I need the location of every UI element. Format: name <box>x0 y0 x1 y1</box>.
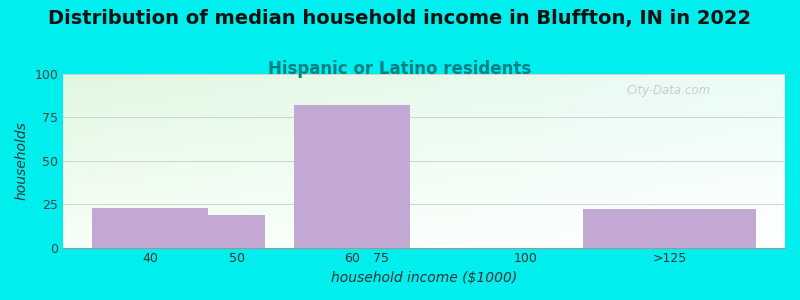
Bar <box>294 105 410 248</box>
Y-axis label: households: households <box>15 122 29 200</box>
Text: Distribution of median household income in Bluffton, IN in 2022: Distribution of median household income … <box>49 9 751 28</box>
Bar <box>208 214 266 248</box>
Text: Hispanic or Latino residents: Hispanic or Latino residents <box>268 60 532 78</box>
Bar <box>583 209 756 247</box>
Bar <box>92 208 208 248</box>
Text: City-Data.com: City-Data.com <box>626 84 710 98</box>
X-axis label: household income ($1000): household income ($1000) <box>331 271 518 285</box>
